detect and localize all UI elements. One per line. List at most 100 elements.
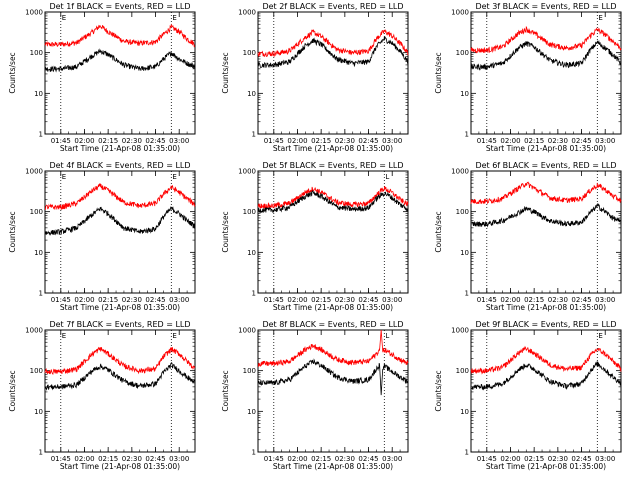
y-axis-label: Counts/sec: [434, 370, 443, 411]
chart-panel-9: Det 9f BLACK = Events, RED = LLD 1 10 100 10…: [434, 320, 622, 471]
y-axis-label: Counts/sec: [8, 52, 17, 93]
x-tick-label: 02:45: [358, 455, 378, 463]
x-tick-label: 03:00: [169, 455, 189, 463]
x-tick-label: 03:00: [382, 137, 402, 145]
x-tick-label: 02:30: [335, 296, 355, 304]
y-axis-label: Counts/sec: [221, 370, 230, 411]
y-tick-label: 10: [460, 408, 469, 416]
plot-frame: [44, 329, 196, 453]
x-tick-label: 03:00: [169, 296, 189, 304]
chart-panel-8: Det 8f BLACK = Events, RED = LLD 1 10 100 10…: [221, 320, 409, 471]
x-axis-label: Start Time (21-Apr-08 01:35:00): [60, 144, 180, 153]
x-tick-label: 02:45: [358, 296, 378, 304]
lld-series-line: [470, 181, 622, 205]
x-tick-label: 01:45: [51, 137, 71, 145]
lld-series-line: [257, 29, 409, 58]
y-tick-label: 10: [34, 249, 43, 257]
x-tick-label: 03:00: [382, 455, 402, 463]
y-tick-label: 1: [39, 290, 43, 298]
x-tick-label: 02:00: [500, 137, 520, 145]
x-axis-label: Start Time (21-Apr-08 01:35:00): [486, 462, 606, 471]
y-tick-label: 100: [30, 49, 43, 57]
chart-title: Det 9f BLACK = Events, RED = LLD: [475, 320, 616, 329]
y-tick-label: 1: [39, 131, 43, 139]
time-marker-label: E: [62, 332, 66, 340]
events-series-line: [257, 190, 409, 213]
lld-series-line: [470, 25, 622, 54]
x-tick-label: 01:45: [264, 296, 284, 304]
time-marker-label: E: [172, 173, 176, 181]
y-tick-label: 1: [252, 449, 256, 457]
y-tick-label: 10: [247, 249, 256, 257]
chart-title: Det 5f BLACK = Events, RED = LLD: [262, 161, 403, 170]
y-tick-label: 1: [465, 290, 469, 298]
y-tick-label: 100: [456, 367, 469, 375]
plot-frame: [470, 170, 622, 294]
x-tick-label: 02:00: [287, 455, 307, 463]
time-marker-label: E: [62, 14, 66, 22]
y-axis-label: Counts/sec: [221, 211, 230, 252]
x-tick-label: 02:00: [74, 455, 94, 463]
x-axis-label: Start Time (21-Apr-08 01:35:00): [273, 144, 393, 153]
plot-frame: [44, 11, 196, 135]
y-axis-label: Counts/sec: [221, 52, 230, 93]
y-axis-label: Counts/sec: [8, 211, 17, 252]
x-tick-label: 02:30: [548, 137, 568, 145]
x-tick-label: 01:45: [477, 137, 497, 145]
time-marker-label: E: [172, 14, 176, 22]
chart-title: Det 8f BLACK = Events, RED = LLD: [262, 320, 403, 329]
y-tick-label: 100: [456, 208, 469, 216]
y-tick-label: 10: [247, 408, 256, 416]
y-tick-label: 1000: [238, 168, 256, 176]
time-marker-label: L: [385, 332, 389, 340]
y-tick-label: 10: [34, 408, 43, 416]
x-tick-label: 02:45: [358, 137, 378, 145]
y-tick-label: 1000: [25, 168, 43, 176]
chart-title: Det 4f BLACK = Events, RED = LLD: [49, 161, 190, 170]
plot-frame: [257, 329, 409, 453]
x-tick-label: 02:00: [287, 137, 307, 145]
lld-series-line: [44, 23, 196, 48]
x-tick-label: 02:00: [74, 296, 94, 304]
x-tick-label: 02:45: [145, 296, 165, 304]
chart-title: Det 3f BLACK = Events, RED = LLD: [475, 2, 616, 11]
events-series-line: [44, 48, 196, 73]
plot-frame: [470, 329, 622, 453]
x-tick-label: 02:15: [524, 137, 544, 145]
x-tick-label: 02:45: [571, 455, 591, 463]
x-axis-label: Start Time (21-Apr-08 01:35:00): [486, 144, 606, 153]
y-tick-label: 1000: [451, 168, 469, 176]
y-tick-label: 1: [465, 449, 469, 457]
y-tick-label: 1: [252, 290, 256, 298]
x-tick-label: 02:15: [98, 296, 118, 304]
chart-panel-7: Det 7f BLACK = Events, RED = LLD 1 10 100 10…: [8, 320, 196, 471]
x-tick-label: 01:45: [51, 455, 71, 463]
events-series-line: [44, 206, 196, 236]
lld-series-line: [470, 345, 622, 375]
chart-panel-4: Det 4f BLACK = Events, RED = LLD 1 10 100 10…: [8, 161, 196, 312]
x-tick-label: 02:30: [548, 455, 568, 463]
x-tick-label: 03:00: [595, 455, 615, 463]
chart-title: Det 6f BLACK = Events, RED = LLD: [475, 161, 616, 170]
x-tick-label: 02:15: [311, 296, 331, 304]
lld-series-line: [257, 185, 409, 210]
x-tick-label: 02:00: [500, 455, 520, 463]
chart-title: Det 1f BLACK = Events, RED = LLD: [49, 2, 190, 11]
x-tick-label: 02:30: [122, 296, 142, 304]
x-tick-label: 02:45: [145, 137, 165, 145]
y-tick-label: 10: [34, 90, 43, 98]
x-tick-label: 01:45: [477, 296, 497, 304]
y-tick-label: 1000: [25, 9, 43, 17]
x-axis-label: Start Time (21-Apr-08 01:35:00): [273, 462, 393, 471]
x-tick-label: 02:30: [335, 137, 355, 145]
x-tick-label: 02:15: [524, 455, 544, 463]
x-tick-label: 03:00: [595, 296, 615, 304]
y-tick-label: 100: [30, 208, 43, 216]
y-axis-label: Counts/sec: [434, 211, 443, 252]
x-tick-label: 02:00: [500, 296, 520, 304]
y-tick-label: 1: [252, 131, 256, 139]
x-tick-label: 02:45: [145, 455, 165, 463]
x-tick-label: 03:00: [595, 137, 615, 145]
x-axis-label: Start Time (21-Apr-08 01:35:00): [60, 462, 180, 471]
